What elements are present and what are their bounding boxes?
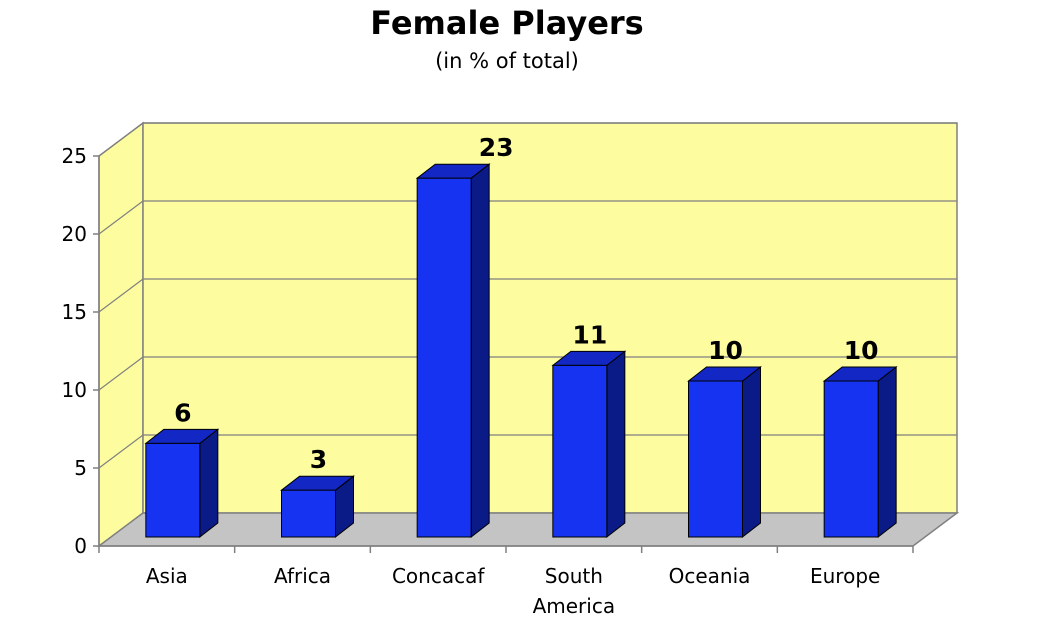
bar-side — [606, 350, 626, 539]
x-category-label: Concacaf — [392, 564, 485, 588]
data-label: 10 — [708, 336, 743, 365]
data-label: 3 — [310, 445, 327, 474]
bar-side — [470, 163, 490, 539]
chart-title: Female Players — [370, 4, 643, 42]
y-tick-label: 15 — [62, 300, 87, 324]
bar — [823, 380, 879, 538]
y-tick-label: 0 — [74, 534, 87, 558]
data-label: 6 — [174, 398, 191, 427]
x-category-label: Africa — [274, 564, 331, 588]
x-category-label: Oceania — [669, 564, 751, 588]
gridline — [98, 200, 957, 235]
y-tick-label: 20 — [62, 222, 87, 246]
bar-side — [199, 428, 219, 539]
data-label: 11 — [572, 320, 607, 349]
data-label: 23 — [479, 133, 514, 162]
bar — [416, 177, 472, 538]
data-label: 10 — [844, 336, 879, 365]
x-category-label: America — [533, 594, 616, 618]
gridline — [98, 122, 957, 157]
x-category-label: South — [545, 564, 603, 588]
x-category-label: Europe — [810, 564, 880, 588]
side-wall — [98, 121, 144, 548]
bar-side — [742, 365, 761, 539]
gridline — [98, 356, 957, 391]
y-tick-label: 10 — [62, 378, 87, 402]
y-tick-label: 5 — [74, 456, 87, 480]
x-category-label: Asia — [146, 564, 188, 588]
bar-side — [877, 365, 897, 539]
y-tick-label: 25 — [62, 144, 87, 168]
bar — [688, 380, 743, 538]
gridline — [98, 434, 957, 469]
bar — [281, 489, 336, 538]
chart-subtitle: (in % of total) — [435, 49, 579, 73]
plot-area: 0 5 10 15 20 25 Asia Africa Concacaf South America… — [62, 121, 960, 618]
bar — [552, 364, 608, 538]
bar — [145, 442, 201, 538]
gridline — [98, 278, 957, 313]
